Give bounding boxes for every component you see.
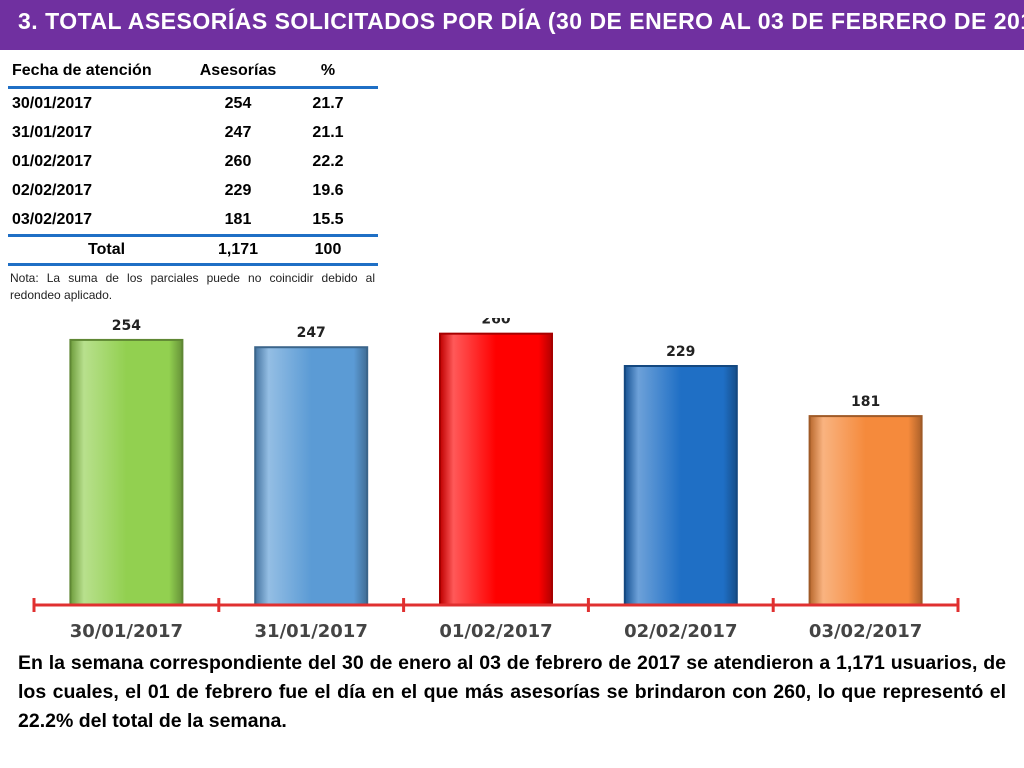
table-cell-percent: 21.7 xyxy=(312,95,344,112)
x-tick-label: 02/02/2017 xyxy=(624,621,737,642)
column-header-count: Asesorías xyxy=(199,62,277,79)
x-tick-label: 30/01/2017 xyxy=(70,621,183,642)
table-row: 31/01/2017 247 21.1 xyxy=(8,118,378,147)
table-cell-percent: 22.2 xyxy=(312,153,344,170)
data-label: 181 xyxy=(851,394,880,410)
table-total-row: Total 1,171 100 xyxy=(8,234,378,266)
table-cell-percent: 15.5 xyxy=(312,211,344,228)
data-table: Fecha de atención Asesorías % 30/01/2017… xyxy=(8,58,378,266)
bar xyxy=(439,332,553,607)
table-cell-count: 260 xyxy=(224,153,252,170)
bar xyxy=(808,415,923,606)
table-cell-date: 31/01/2017 xyxy=(12,124,93,141)
table-row: 01/02/2017 260 22.2 xyxy=(8,147,378,176)
data-label: 247 xyxy=(297,325,326,341)
total-count: 1,171 xyxy=(217,241,259,258)
table-cell-date: 03/02/2017 xyxy=(12,211,93,228)
column-header-date: Fecha de atención xyxy=(12,62,152,79)
total-percent: 100 xyxy=(314,241,342,258)
data-label: 254 xyxy=(112,318,141,334)
table-cell-percent: 21.1 xyxy=(312,124,344,141)
summary-text: En la semana correspondiente del 30 de e… xyxy=(18,652,1006,732)
table-cell-date: 30/01/2017 xyxy=(12,95,93,112)
bar-chart: 254 30/01/2017 247 31/01/2017 260 01/02/2017 2… xyxy=(32,318,960,642)
table-cell-count: 247 xyxy=(224,124,252,141)
table-cell-date: 01/02/2017 xyxy=(12,153,93,170)
rounding-note: Nota: La suma de los parciales puede no … xyxy=(10,271,375,302)
table-cell-count: 181 xyxy=(224,211,252,228)
data-label: 260 xyxy=(481,318,510,328)
page-title: 3. TOTAL ASESORÍAS SOLICITADOS POR DÍA (… xyxy=(18,8,1024,34)
bar xyxy=(254,346,369,606)
table-header-row: Fecha de atención Asesorías % xyxy=(8,58,378,89)
column-header-percent: % xyxy=(320,62,336,79)
bar xyxy=(623,365,738,606)
table-row: 03/02/2017 181 15.5 xyxy=(8,205,378,234)
total-label: Total xyxy=(88,241,126,258)
table-cell-count: 254 xyxy=(224,95,252,112)
table-row: 30/01/2017 254 21.7 xyxy=(8,89,378,118)
table-cell-percent: 19.6 xyxy=(312,182,344,199)
table-cell-date: 02/02/2017 xyxy=(12,182,93,199)
table-cell-count: 229 xyxy=(224,182,252,199)
x-tick-label: 01/02/2017 xyxy=(439,621,552,642)
header-bar: 3. TOTAL ASESORÍAS SOLICITADOS POR DÍA (… xyxy=(0,0,1024,50)
x-tick-label: 03/02/2017 xyxy=(809,621,922,642)
table-row: 02/02/2017 229 19.6 xyxy=(8,176,378,205)
bar xyxy=(69,338,184,607)
data-label: 229 xyxy=(666,344,695,360)
x-tick-label: 31/01/2017 xyxy=(255,621,368,642)
